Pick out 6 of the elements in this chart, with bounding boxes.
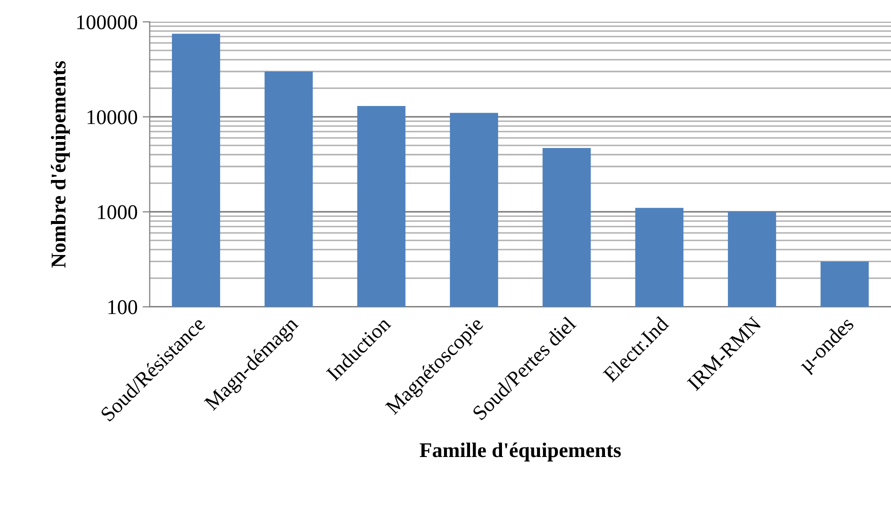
y-axis-title: Nombre d'équipements <box>50 61 70 268</box>
y-tick-label: 1000 <box>98 205 138 220</box>
y-tick-label: 10000 <box>88 110 138 124</box>
y-tick-label: 100 <box>108 300 138 314</box>
x-axis-title: Famille d'équipements <box>420 442 621 462</box>
y-tick-label: 100000 <box>77 15 138 30</box>
